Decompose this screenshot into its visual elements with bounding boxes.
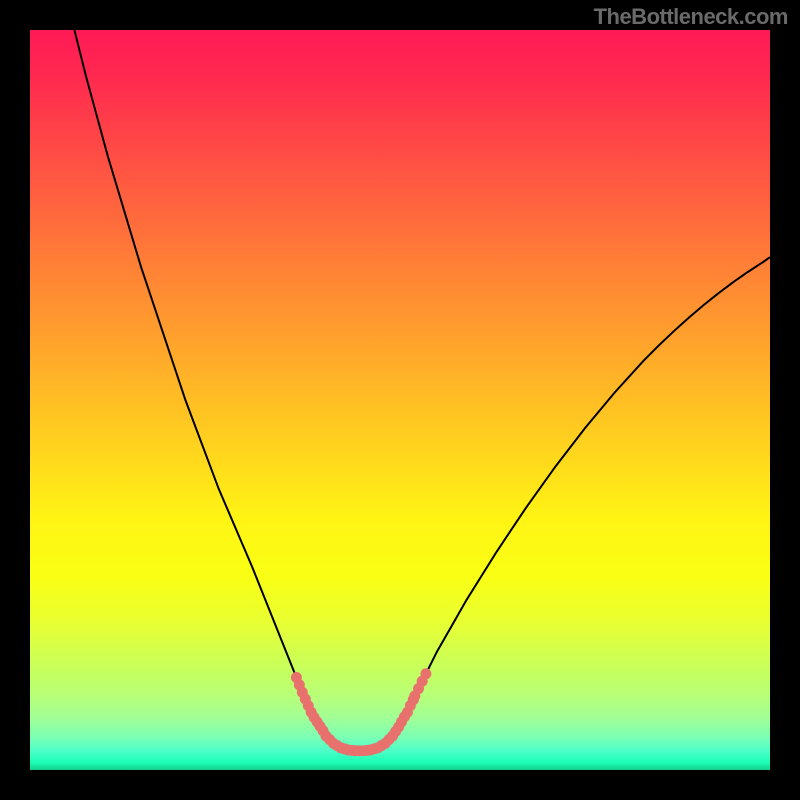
chart-background — [30, 30, 770, 770]
bottleneck-chart — [30, 30, 770, 770]
highlight-dot — [420, 668, 431, 679]
chart-container: TheBottleneck.com — [0, 0, 800, 800]
watermark-text: TheBottleneck.com — [594, 4, 788, 30]
